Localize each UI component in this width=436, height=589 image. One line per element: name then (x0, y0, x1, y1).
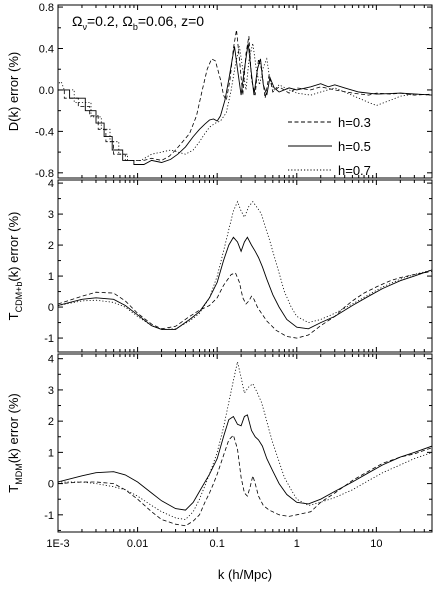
plot-frame (57, 179, 433, 353)
x-axis-label: k (h/Mpc) (218, 567, 272, 582)
legend-label: h=0.5 (338, 139, 371, 154)
y-tick-label: 0.0 (39, 85, 54, 97)
legend-label: h=0.7 (338, 163, 371, 178)
y-tick-label: -0.8 (35, 168, 54, 180)
series-line-h=0.5 (58, 236, 432, 330)
y-tick-label: 4 (48, 354, 54, 366)
y-tick-label: 0.8 (39, 2, 54, 14)
y-tick-label: -1 (44, 510, 54, 522)
y-tick-label: -1 (44, 333, 54, 345)
series-line-h=0.7 (58, 200, 432, 330)
legend: h=0.3 h=0.5 h=0.7 (288, 115, 371, 178)
y-tick-label: 0 (48, 479, 54, 491)
y-tick-label: 1 (48, 447, 54, 459)
x-tick-label: 1 (294, 538, 300, 550)
y-tick-label: 2 (48, 416, 54, 428)
x-tick-label: 1E-3 (46, 538, 69, 550)
y-axis-label: TMDM(k) error (%) (6, 393, 24, 493)
series-line-h=0.7 (58, 43, 432, 161)
series-line-h=0.3 (58, 434, 432, 527)
parameter-annotation: Ων=0.2, Ωb=0.06, z=0 (72, 13, 204, 32)
x-tick-label: 0.1 (210, 538, 225, 550)
series-line-h=0.3 (58, 29, 432, 161)
series-line-h=0.3 (58, 271, 432, 339)
y-tick-label: 4 (48, 178, 54, 190)
y-axis-label: D(k) error (%) (6, 52, 21, 131)
panel-middle: -1 0 1 2 3 4 TCDM+b(k) error (%) (6, 178, 433, 353)
y-tick-label: 0 (48, 302, 54, 314)
series-line-h=0.5 (58, 414, 432, 511)
x-tick-label: 0.01 (127, 538, 148, 550)
plot-frame (57, 4, 433, 179)
y-tick-label: 1 (48, 271, 54, 283)
y-tick-label: 0.4 (39, 44, 54, 56)
y-tick-label: 3 (48, 209, 54, 221)
y-tick-label: 2 (48, 240, 54, 252)
series-line-h=0.5 (58, 43, 432, 165)
x-tick-label: 10 (370, 538, 382, 550)
y-tick-label: 3 (48, 385, 54, 397)
legend-label: h=0.3 (338, 115, 371, 130)
plot-frame (57, 353, 433, 533)
y-axis-label: TCDM+b(k) error (%) (6, 212, 24, 321)
panel-top: -0.8 -0.4 0.0 0.4 0.8 D(k) error (%) Ων=0.2, Ω… (6, 2, 433, 180)
panel-bottom: -1 0 1 2 3 4 1E-3 0.01 0.1 1 10 TMDM(k) error (%) k … (6, 353, 433, 582)
y-tick-label: -0.4 (35, 126, 54, 138)
series-line-h=0.7 (58, 361, 432, 520)
